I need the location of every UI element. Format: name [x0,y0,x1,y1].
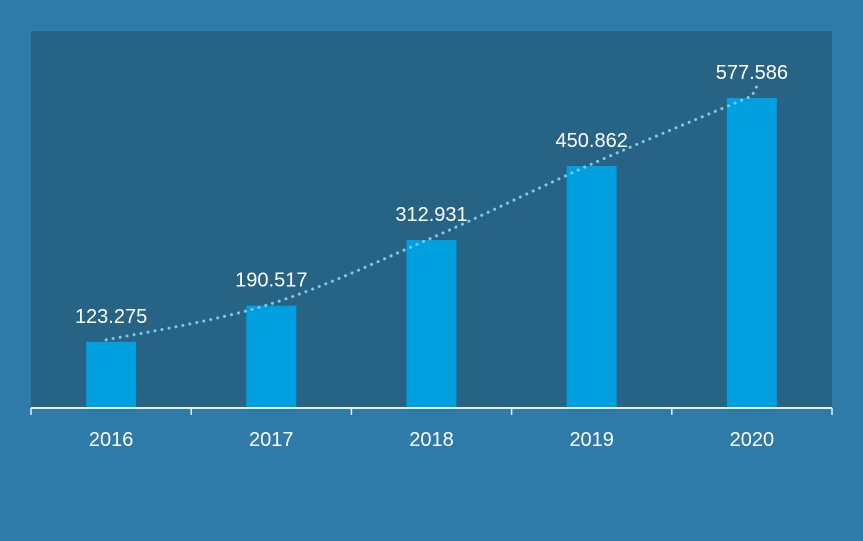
bar-2019 [566,166,617,408]
data-label: 312.931 [395,204,467,226]
x-tick-label: 2018 [409,429,454,451]
data-label: 123.275 [75,306,147,328]
x-tick-label: 2017 [249,429,294,451]
bar-2016 [86,341,137,408]
data-label: 450.862 [556,130,628,152]
x-tick-label: 2016 [89,429,134,451]
data-labels-layer: 123.275 190.517 312.931 450.862 577.586 [75,62,788,328]
bar-2018 [406,240,457,408]
data-label: 190.517 [235,270,307,292]
bars-layer [86,98,777,408]
x-tick-label: 2019 [569,429,614,451]
x-tick-label: 2020 [730,429,775,451]
x-axis: 2016 2017 2018 2019 2020 [30,407,833,451]
bar-2020 [726,98,777,408]
data-label: 577.586 [716,62,788,84]
trendline [104,84,759,342]
bar-2017 [246,305,297,408]
